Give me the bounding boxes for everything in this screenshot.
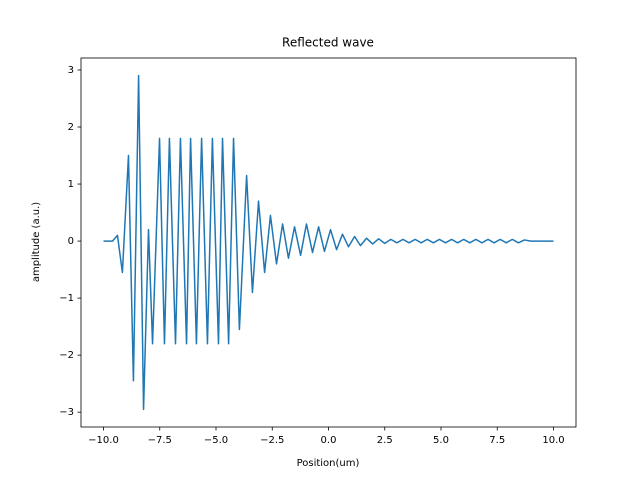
x-tick-label: 7.5 bbox=[489, 435, 505, 446]
y-tick-label: −1 bbox=[59, 293, 74, 304]
y-tick-label: 0 bbox=[68, 236, 74, 247]
y-tick-label: −3 bbox=[59, 407, 74, 418]
chart-title: Reflected wave bbox=[282, 36, 374, 50]
y-tick-label: 3 bbox=[68, 65, 74, 76]
x-tick-label: 10.0 bbox=[542, 435, 564, 446]
x-axis-label: Position(um) bbox=[297, 458, 360, 469]
axes-frame bbox=[80, 57, 577, 428]
x-tick-label: −2.5 bbox=[260, 435, 284, 446]
y-tick-label: 1 bbox=[68, 179, 74, 190]
x-tick-label: 5.0 bbox=[433, 435, 449, 446]
x-tick-label: 2.5 bbox=[377, 435, 393, 446]
y-tick-label: −2 bbox=[59, 350, 74, 361]
x-tick-label: −7.5 bbox=[148, 435, 172, 446]
x-tick-label: −10.0 bbox=[88, 435, 119, 446]
y-tick-label: 2 bbox=[68, 122, 74, 133]
x-tick-label: −5.0 bbox=[204, 435, 228, 446]
y-axis-label: amplitude (a.u.) bbox=[31, 202, 42, 282]
x-tick-label: 0.0 bbox=[321, 435, 337, 446]
data-line bbox=[103, 74, 554, 411]
